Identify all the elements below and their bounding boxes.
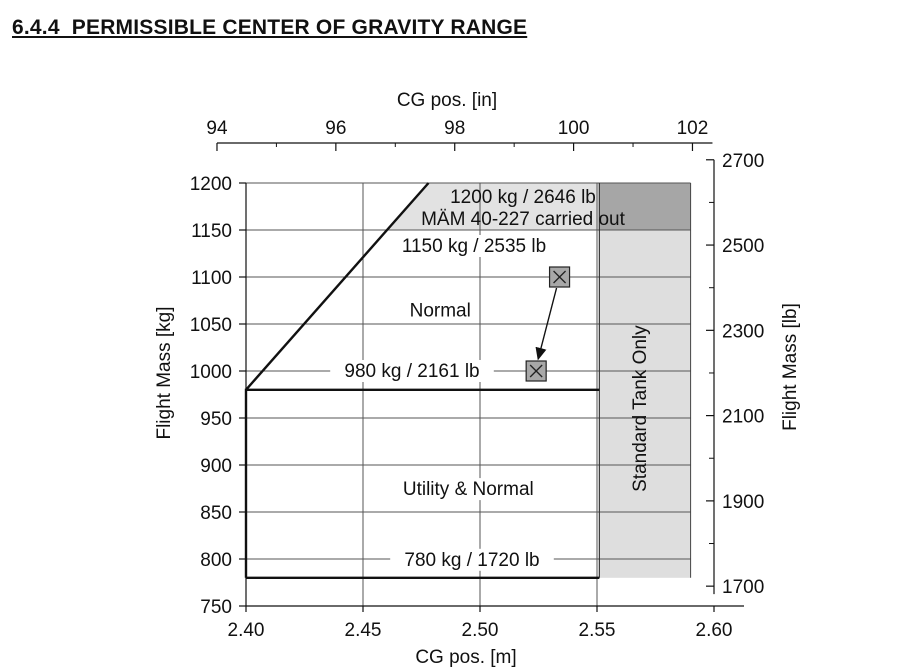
y-tick-label-left: 800 — [200, 550, 232, 571]
mass-limit-label-780: 780 kg / 1720 lb — [404, 550, 539, 571]
area-1200kg-extension — [246, 183, 600, 390]
y-tick-label-right: 2500 — [722, 236, 764, 257]
x-tick-label-top: 100 — [558, 118, 590, 139]
envelope-diagonal-line — [245, 182, 430, 391]
page-heading: 6.4.4 PERMISSIBLE CENTER OF GRAVITY RANG… — [12, 16, 528, 39]
y-tick-label-left: 1100 — [191, 268, 232, 289]
region-label-normal: Normal — [410, 300, 471, 321]
mass-limit-label-1200: 1200 kg / 2646 lb — [450, 187, 596, 208]
x-tick-label-bottom: 2.40 — [228, 620, 265, 641]
y-axis-title-right: Flight Mass [lb] — [780, 303, 801, 431]
x-tick-label-top: 98 — [444, 118, 465, 139]
y-tick-label-left: 850 — [200, 503, 232, 524]
mass-limit-label-780-bg — [390, 548, 554, 571]
y-tick-label-right: 2300 — [722, 321, 764, 342]
example-point-cross — [553, 270, 567, 284]
mass-limit-label-1150-bg — [387, 235, 561, 257]
mass-limit-label-980-bg — [330, 360, 494, 382]
y-tick-label-left: 750 — [200, 597, 232, 618]
y-tick-label-right: 2100 — [722, 407, 764, 428]
x-tick-label-bottom: 2.50 — [462, 620, 499, 641]
y-tick-label-right: 1900 — [722, 492, 764, 513]
standard-tank-1200kg-region — [599, 183, 691, 230]
y-tick-label-left: 1050 — [190, 315, 232, 336]
mass-limit-label-980: 980 kg / 2161 lb — [344, 361, 479, 382]
x-tick-label-bottom: 2.55 — [579, 620, 616, 641]
x-axis-title-top: CG pos. [in] — [397, 90, 497, 111]
x-tick-label-bottom: 2.60 — [696, 620, 733, 641]
example-arrow — [535, 287, 558, 361]
region-label-standard-tank: Standard Tank Only — [630, 325, 651, 492]
x-tick-label-top: 102 — [677, 118, 709, 139]
y-tick-label-left: 1200 — [190, 174, 232, 195]
mass-limit-label-1150: 1150 kg / 2535 lb — [402, 236, 546, 257]
region-label-utility-normal-bg — [386, 478, 551, 501]
region-label-utility-normal: Utility & Normal — [403, 479, 534, 500]
y-tick-label-left: 1150 — [191, 221, 232, 242]
x-tick-label-bottom: 2.45 — [345, 620, 382, 641]
modification-annotation: MÄM 40-227 carried out — [421, 209, 626, 230]
y-tick-label-right: 2700 — [722, 151, 764, 172]
y-tick-label-left: 900 — [200, 456, 232, 477]
x-tick-label-top: 94 — [206, 118, 228, 139]
y-tick-label-left: 1000 — [190, 362, 232, 383]
y-tick-label-left: 950 — [200, 409, 232, 430]
example-point-cross — [529, 364, 543, 378]
x-axis-title-bottom: CG pos. [m] — [415, 647, 516, 668]
y-axis-title-left: Flight Mass [kg] — [154, 306, 175, 439]
x-tick-label-top: 96 — [325, 118, 346, 139]
y-tick-label-right: 1700 — [722, 577, 764, 598]
